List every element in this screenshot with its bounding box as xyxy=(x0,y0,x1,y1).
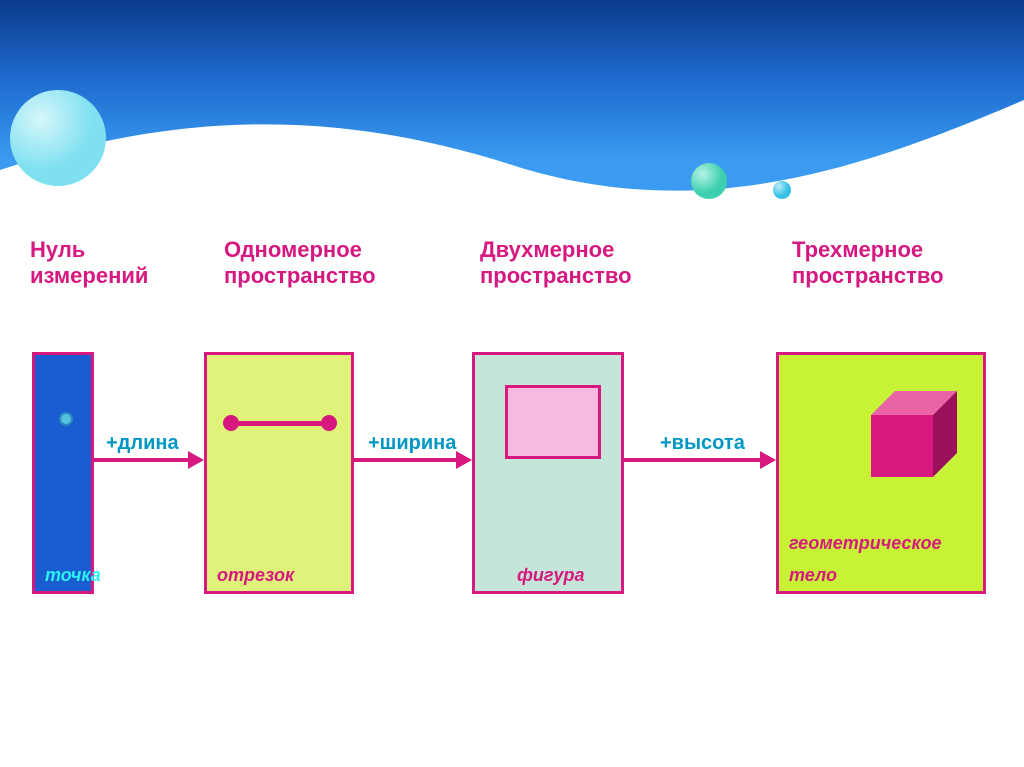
flat-rectangle-icon xyxy=(505,385,601,459)
title-col-1: Одномерноепространство xyxy=(224,237,376,290)
title-line2: пространство xyxy=(792,263,944,289)
arrow-1-line xyxy=(354,458,458,462)
box-zero-dim: точка xyxy=(32,352,94,594)
box-label-body-1: геометрическое xyxy=(789,533,942,554)
box-label-segment: отрезок xyxy=(217,565,294,586)
title-col-3: Трехмерноепространство xyxy=(792,237,944,290)
box-label-body-2: тело xyxy=(789,565,837,586)
bubble-2 xyxy=(773,181,791,199)
title-col-2: Двухмерноепространство xyxy=(480,237,632,290)
box-three-dim: геометрическое тело xyxy=(776,352,986,594)
arrow-0-line xyxy=(94,458,190,462)
bubble-0 xyxy=(10,90,106,186)
cube-icon xyxy=(871,391,961,481)
arrow-1-head-icon xyxy=(456,451,472,469)
segment-endpoint-0-icon xyxy=(223,415,239,431)
box-label-point: точка xyxy=(45,565,101,586)
box-one-dim: отрезок xyxy=(204,352,354,594)
title-col-0: Нульизмерений xyxy=(30,237,148,290)
wave-divider xyxy=(0,0,1024,220)
box-label-figure: фигура xyxy=(517,565,585,586)
title-line2: пространство xyxy=(224,263,376,289)
arrow-2-head-icon xyxy=(760,451,776,469)
arrow-1-label: +ширина xyxy=(368,432,456,455)
arrow-0-label: +длина xyxy=(106,432,179,455)
title-line2: пространство xyxy=(480,263,632,289)
arrow-0-head-icon xyxy=(188,451,204,469)
title-line1: Двухмерное xyxy=(480,237,632,263)
title-line2: измерений xyxy=(30,263,148,289)
point-icon xyxy=(61,414,71,424)
box-two-dim: фигура xyxy=(472,352,624,594)
title-line1: Одномерное xyxy=(224,237,376,263)
bubble-1 xyxy=(691,163,727,199)
arrow-2-label: +высота xyxy=(660,432,745,455)
segment-endpoint-1-icon xyxy=(321,415,337,431)
title-line1: Нуль xyxy=(30,237,148,263)
arrow-2-line xyxy=(624,458,762,462)
segment-line-icon xyxy=(231,421,329,426)
title-line1: Трехмерное xyxy=(792,237,944,263)
